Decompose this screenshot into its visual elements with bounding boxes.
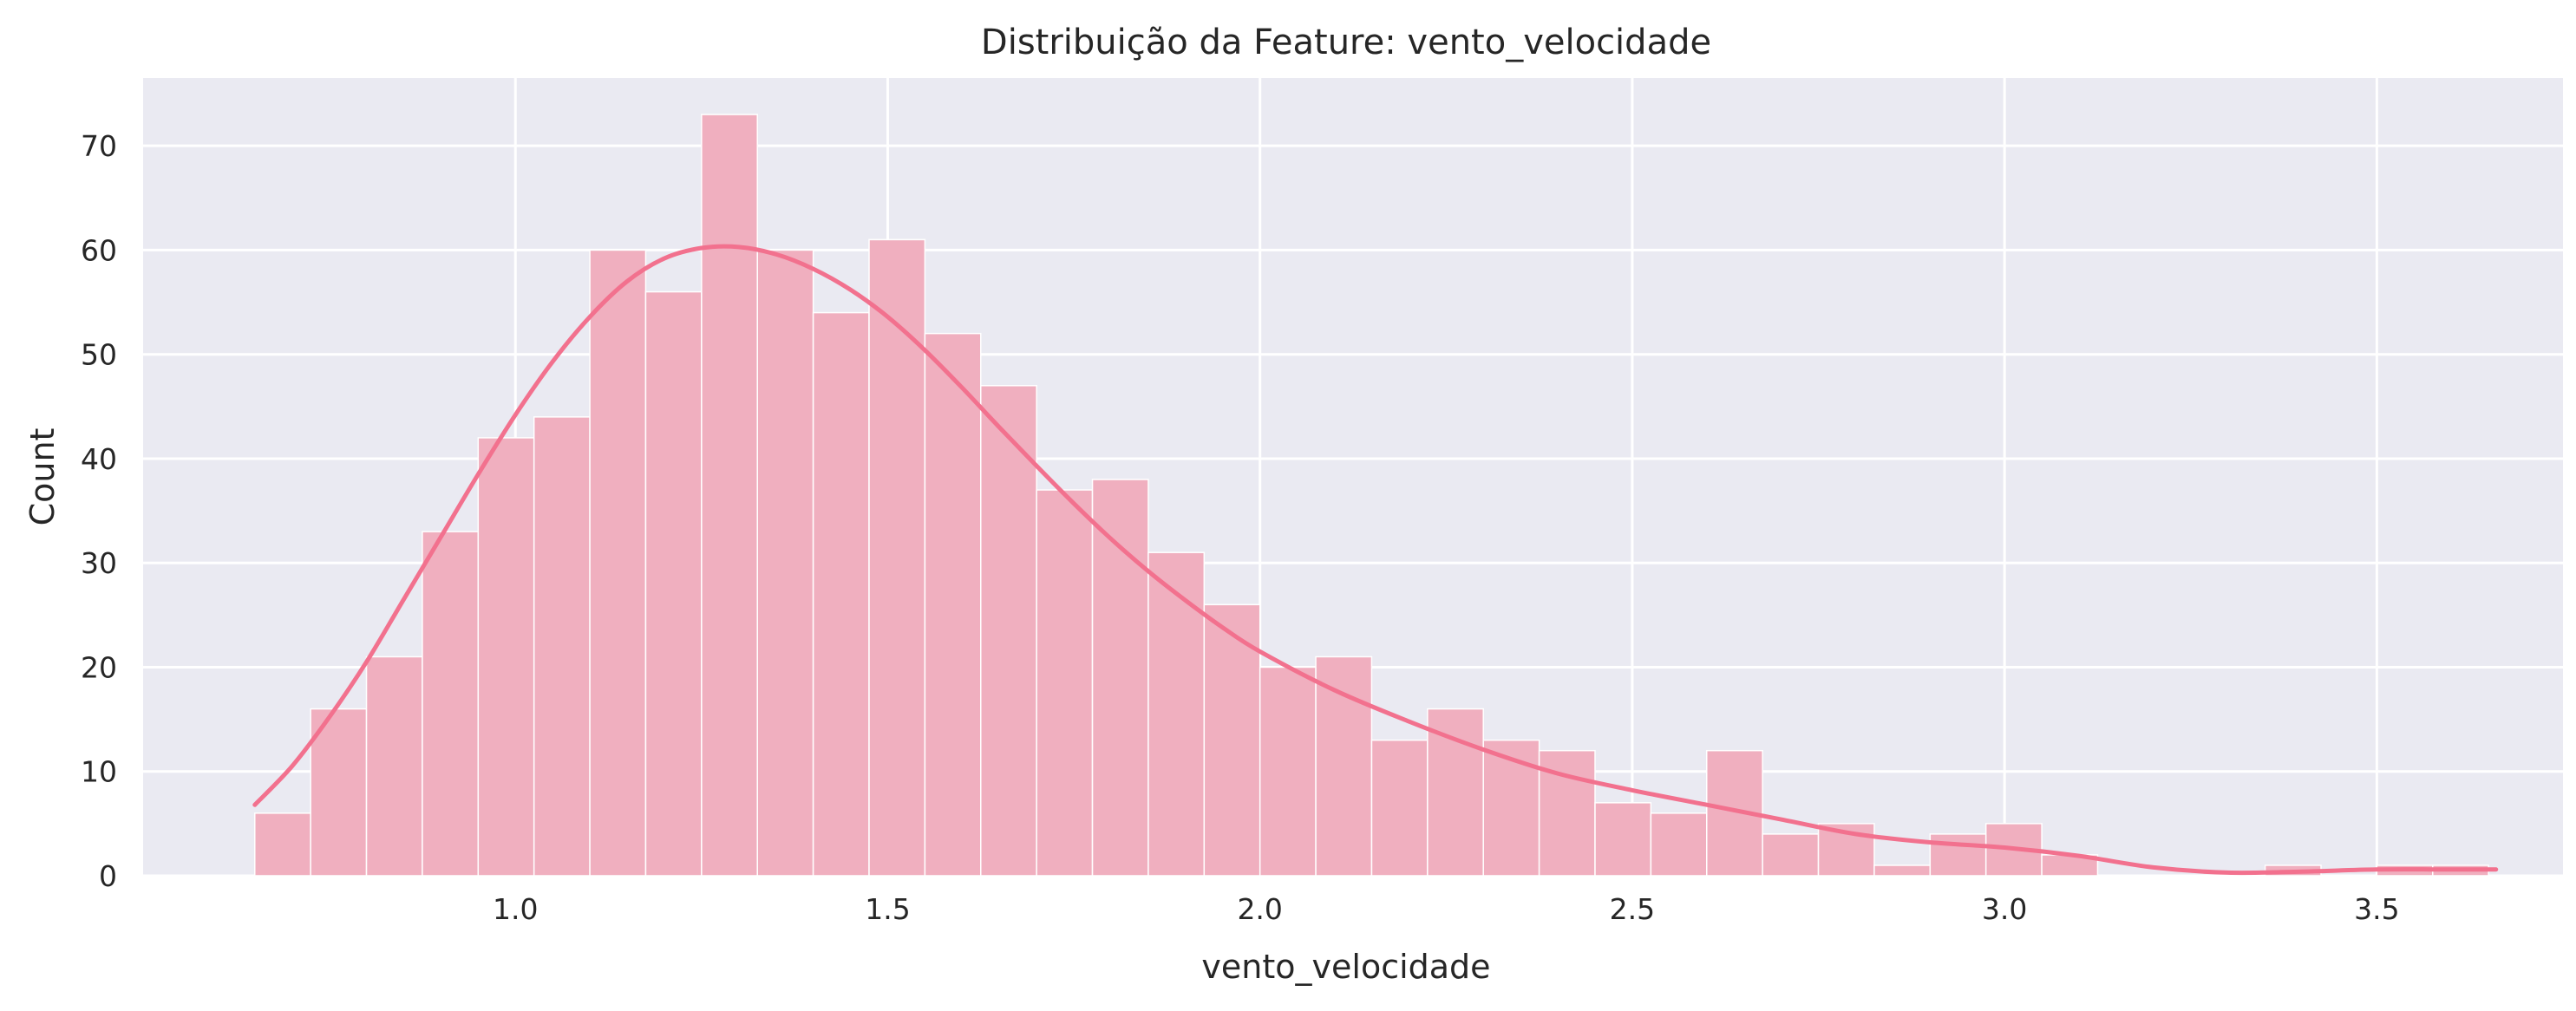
histogram-bar — [1147, 551, 1206, 877]
y-tick-label: 0 — [99, 859, 117, 893]
x-tick-label: 3.0 — [1982, 892, 2027, 926]
histogram-bar — [589, 249, 647, 877]
histogram-bar — [254, 812, 311, 877]
histogram-bar — [1203, 603, 1261, 877]
y-tick-label: 10 — [81, 755, 117, 789]
y-tick-label: 20 — [81, 650, 117, 684]
x-tick-label: 1.5 — [865, 892, 910, 926]
histogram-bar — [868, 238, 926, 877]
histogram-bar — [1762, 833, 1820, 877]
y-tick-label: 70 — [81, 129, 117, 163]
histogram-bar — [310, 708, 368, 877]
histogram-bar — [1091, 479, 1149, 877]
y-axis-label: Count — [23, 428, 62, 526]
histogram-bar — [1482, 739, 1540, 877]
x-axis-label: vento_velocidade — [1201, 948, 1490, 986]
tick-labels: 1.0 1.5 2.0 2.5 3.0 3.5 0 10 20 30 40 50 60 70 — [81, 129, 2400, 926]
histogram-bar — [1594, 802, 1652, 877]
histogram-bar — [365, 656, 423, 877]
histogram-bars — [254, 114, 2489, 877]
histogram-bar — [756, 249, 814, 877]
x-tick-label: 2.5 — [1610, 892, 1655, 926]
kde-curve-group — [252, 244, 2499, 876]
histogram-bar — [533, 416, 591, 877]
histogram-bar — [1929, 833, 1987, 877]
y-tick-label: 60 — [81, 233, 117, 267]
x-tick-label: 3.5 — [2354, 892, 2399, 926]
histogram-bar — [1036, 489, 1094, 877]
y-tick-label: 30 — [81, 546, 117, 580]
histogram-bar — [924, 332, 982, 877]
histogram-bar — [1650, 812, 1708, 877]
histogram-bar — [1427, 708, 1484, 877]
chart-title: Distribuição da Feature: vento_velocidad… — [981, 23, 1711, 62]
histogram-bar — [701, 114, 758, 877]
histogram-bar — [644, 290, 703, 877]
histogram-bar — [1259, 666, 1317, 877]
histogram-bar — [1873, 864, 1932, 877]
histogram-bar — [1817, 823, 1875, 877]
kde-curve — [252, 244, 2499, 876]
histogram-bar — [812, 311, 870, 877]
y-tick-label: 50 — [81, 338, 117, 372]
histogram-bar — [1370, 739, 1429, 877]
x-tick-label: 1.0 — [493, 892, 538, 926]
histogram-bar — [477, 437, 535, 877]
histogram-bar — [1315, 656, 1373, 877]
x-tick-label: 2.0 — [1237, 892, 1282, 926]
histogram-bar — [422, 531, 480, 877]
y-tick-label: 40 — [81, 442, 117, 476]
